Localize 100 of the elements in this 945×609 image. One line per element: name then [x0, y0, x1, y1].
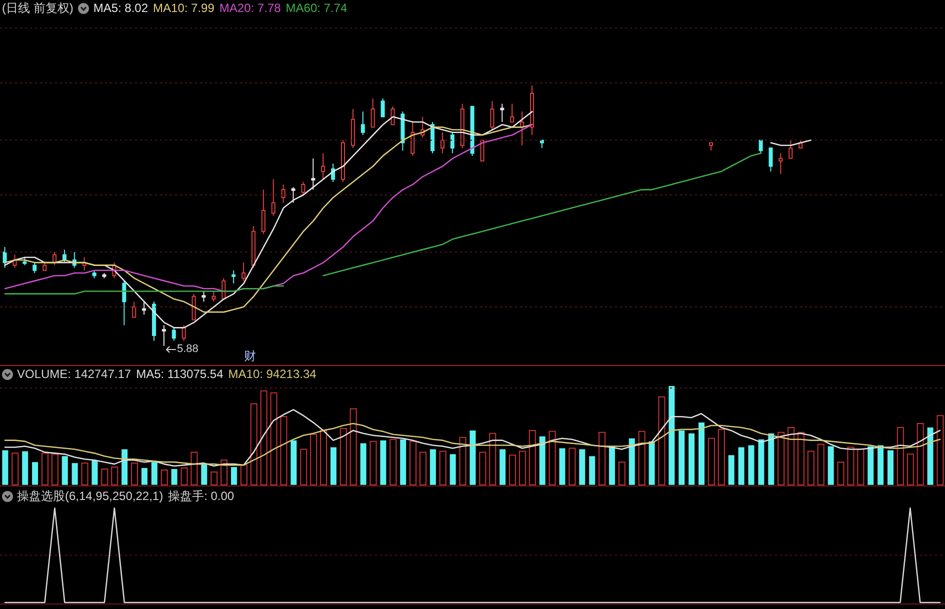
- candlestick: [242, 262, 246, 282]
- candlestick: [480, 140, 484, 162]
- bar: [668, 386, 675, 485]
- bar: [479, 452, 486, 486]
- candlestick: [709, 142, 714, 152]
- bar: [568, 448, 576, 486]
- candlestick: [350, 108, 355, 149]
- candlestick: [768, 148, 773, 172]
- bar: [370, 440, 377, 486]
- bar: [230, 467, 237, 485]
- bar: [141, 468, 148, 485]
- candlestick: [291, 186, 296, 204]
- candlestick: [152, 301, 156, 342]
- candlestick: [62, 249, 66, 264]
- bar: [160, 469, 168, 486]
- candlestick: [102, 272, 106, 279]
- bar: [92, 460, 98, 485]
- bar: [101, 468, 108, 486]
- bar: [916, 423, 924, 486]
- bar: [768, 433, 774, 485]
- candlestick: [470, 106, 474, 156]
- candlestick: [22, 256, 27, 266]
- candlestick: [301, 181, 306, 196]
- bar: [500, 449, 506, 485]
- chart-title: 操盘选股(6,14,95,250,22,1): [17, 489, 164, 503]
- candlestick: [410, 121, 415, 156]
- bar: [857, 448, 864, 486]
- bar: [32, 462, 38, 485]
- bar: [240, 464, 248, 486]
- bar: [340, 428, 347, 486]
- text: MA20: 7.78: [219, 1, 281, 15]
- candlestick: [92, 270, 96, 279]
- bar: [380, 440, 386, 485]
- bar: [778, 432, 785, 486]
- bar: [260, 390, 268, 486]
- text: 财: [244, 349, 256, 363]
- candlestick: [520, 111, 524, 146]
- candlestick: [321, 152, 326, 180]
- candlestick: [172, 327, 176, 342]
- bar: [906, 454, 914, 486]
- bar: [180, 468, 188, 486]
- bar: [330, 447, 336, 485]
- bar: [539, 436, 546, 485]
- bar: [608, 446, 615, 485]
- candlestick: [340, 140, 345, 182]
- bar: [22, 451, 28, 485]
- bar: [518, 450, 526, 486]
- bar: [2, 450, 8, 485]
- bar: [12, 452, 19, 486]
- bar: [41, 452, 48, 486]
- bar: [688, 433, 695, 485]
- bar: [509, 454, 516, 486]
- bar: [888, 450, 894, 485]
- bar: [111, 466, 118, 486]
- annotation: 5.88: [177, 343, 198, 356]
- candlestick: [430, 121, 435, 154]
- bar: [270, 392, 278, 486]
- text: MA10: 7.99: [153, 1, 214, 15]
- bar: [360, 443, 366, 485]
- bar: [250, 403, 258, 486]
- bar: [400, 439, 406, 485]
- bar: [210, 471, 218, 486]
- candlestick: [281, 184, 286, 204]
- bar: [698, 422, 705, 485]
- candlestick: [450, 132, 454, 154]
- bar: [439, 450, 446, 486]
- candlestick: [132, 301, 136, 318]
- bar: [410, 440, 417, 486]
- candlestick: [42, 262, 47, 271]
- candlestick: [530, 85, 534, 136]
- candlestick: [2, 246, 7, 268]
- candlestick: [500, 103, 504, 122]
- bar: [528, 430, 536, 486]
- bar: [837, 462, 844, 486]
- bar: [72, 463, 78, 485]
- bar: [628, 438, 635, 485]
- bar: [548, 430, 556, 486]
- text: MA5: 113075.54: [136, 367, 224, 381]
- bar: [350, 408, 357, 486]
- candlestick: [142, 301, 146, 316]
- candlestick: [460, 103, 464, 149]
- bar: [300, 448, 308, 486]
- bar: [598, 432, 606, 486]
- bar: [489, 432, 496, 486]
- bar: [927, 427, 934, 485]
- candlestick: [232, 270, 236, 284]
- candlestick: [380, 98, 385, 118]
- bar: [847, 446, 854, 486]
- bar: [122, 449, 128, 485]
- bar: [658, 396, 666, 486]
- bar: [868, 446, 874, 485]
- bar: [589, 456, 596, 485]
- bar: [728, 455, 734, 485]
- candlestick: [778, 152, 783, 175]
- chart-title: (日线 前复权): [2, 1, 74, 15]
- bar: [758, 439, 764, 485]
- candlestick: [122, 280, 126, 326]
- candlestick: [370, 98, 375, 128]
- text: MA60: 7.74: [286, 1, 348, 15]
- bar: [430, 449, 436, 485]
